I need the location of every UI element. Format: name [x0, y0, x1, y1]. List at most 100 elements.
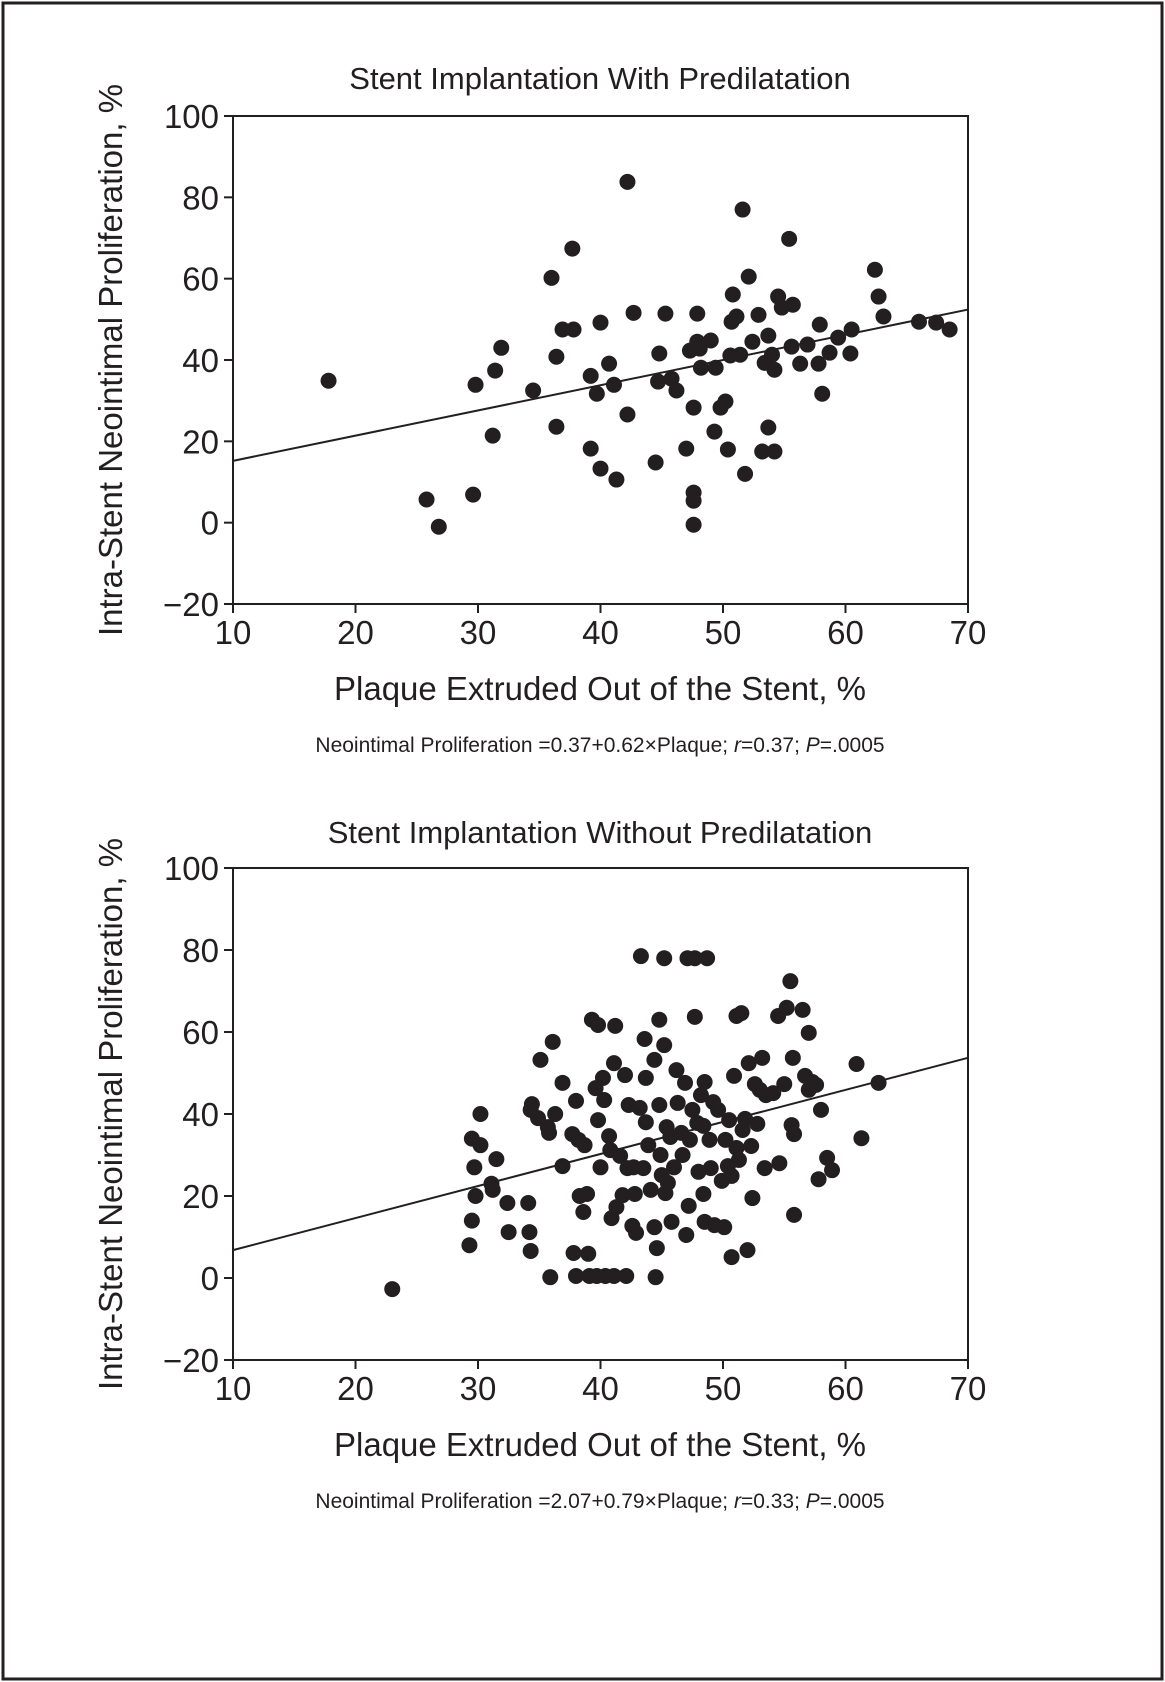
- data-point: [582, 440, 599, 457]
- data-point: [911, 313, 927, 330]
- data-point: [692, 359, 709, 376]
- data-point: [582, 367, 599, 384]
- data-point: [749, 1115, 766, 1132]
- data-point: [680, 1197, 697, 1214]
- data-point: [521, 1224, 538, 1241]
- regression-equation: Neointimal Proliferation =0.37+0.62×Plaq…: [315, 734, 884, 757]
- x-tick-label: 10: [215, 614, 252, 651]
- data-point: [619, 173, 636, 190]
- y-tick-label: 0: [201, 505, 219, 542]
- x-tick-label: 60: [827, 614, 864, 651]
- y-axis-label: Intra-Stent Neointimal Proliferation, %: [92, 838, 129, 1390]
- data-point: [848, 1055, 865, 1072]
- data-point: [467, 376, 484, 393]
- data-point: [657, 305, 674, 322]
- y-tick-label: 20: [182, 423, 219, 460]
- data-point: [614, 1187, 631, 1204]
- data-point: [659, 1174, 676, 1191]
- data-point: [800, 1024, 817, 1041]
- x-tick-label: 70: [950, 1370, 987, 1407]
- y-tick-label: 80: [182, 932, 219, 969]
- data-point: [696, 1074, 713, 1091]
- data-point: [677, 1074, 694, 1091]
- data-point: [782, 973, 799, 990]
- data-point: [674, 1147, 691, 1163]
- p-label: P: [806, 1490, 820, 1513]
- chart-title: Stent Implantation Without Predilatation: [328, 815, 873, 850]
- data-point: [743, 1137, 760, 1154]
- data-point: [695, 1117, 712, 1134]
- data-point: [781, 230, 798, 247]
- data-point: [692, 1087, 709, 1104]
- data-point: [754, 1049, 771, 1066]
- x-tick-label: 60: [827, 1370, 864, 1407]
- data-point: [843, 321, 860, 338]
- data-point: [786, 1126, 803, 1143]
- data-point: [734, 201, 751, 218]
- data-point: [719, 441, 736, 458]
- data-point: [656, 1037, 673, 1054]
- r-label: r: [734, 734, 742, 757]
- x-tick-label: 20: [337, 1370, 374, 1407]
- data-point: [592, 314, 609, 331]
- data-point: [723, 1167, 740, 1184]
- data-point: [635, 1160, 652, 1177]
- data-point: [784, 1049, 801, 1066]
- data-point: [750, 306, 767, 323]
- y-tick-label: 40: [182, 342, 219, 379]
- data-point: [592, 460, 609, 477]
- data-point: [754, 443, 771, 460]
- data-point: [764, 346, 780, 363]
- data-point: [726, 1067, 743, 1084]
- panel-with-predilatation: Stent Implantation With Predilatation In…: [92, 61, 986, 757]
- data-point: [744, 1190, 761, 1207]
- data-point: [579, 1185, 596, 1202]
- data-point: [686, 950, 703, 967]
- data-point: [642, 1181, 659, 1198]
- data-point: [466, 1159, 483, 1176]
- data-point: [612, 1147, 629, 1164]
- data-point: [830, 329, 847, 346]
- x-tick-label: 30: [460, 614, 497, 651]
- data-point: [721, 1112, 738, 1129]
- data-point: [487, 362, 504, 379]
- data-point: [699, 950, 716, 967]
- data-point: [710, 1101, 727, 1118]
- data-point: [707, 359, 724, 376]
- x-tick-label: 50: [705, 1370, 742, 1407]
- data-point: [484, 427, 501, 444]
- data-point: [619, 406, 636, 423]
- data-point: [717, 393, 734, 410]
- data-point: [646, 1219, 663, 1236]
- data-point: [554, 1158, 571, 1175]
- data-point: [636, 1030, 653, 1047]
- data-point: [778, 999, 795, 1016]
- data-point: [784, 296, 801, 313]
- x-tick-label: 40: [582, 1370, 619, 1407]
- chart-title: Stent Implantation With Predilatation: [349, 61, 850, 96]
- data-point: [601, 355, 618, 372]
- data-point: [472, 1106, 489, 1122]
- data-point: [928, 314, 945, 331]
- data-point: [430, 518, 447, 535]
- data-point: [842, 345, 859, 362]
- data-point: [724, 286, 741, 303]
- data-point: [656, 950, 673, 967]
- data-point: [733, 1005, 750, 1022]
- data-point: [605, 1055, 622, 1072]
- data-point: [554, 1074, 571, 1091]
- r-value: =0.37;: [741, 734, 806, 757]
- r-label: r: [734, 1490, 742, 1513]
- data-point: [853, 1130, 870, 1147]
- data-point: [499, 1194, 516, 1211]
- data-point: [814, 385, 831, 402]
- data-point: [488, 1151, 505, 1168]
- equation-text: Neointimal Proliferation =2.07+0.79×Plaq…: [315, 1490, 734, 1513]
- data-point: [783, 338, 800, 355]
- data-point: [651, 1096, 668, 1113]
- data-point: [592, 1159, 609, 1176]
- data-point: [740, 268, 757, 285]
- data-point: [870, 288, 887, 305]
- data-point: [875, 308, 892, 325]
